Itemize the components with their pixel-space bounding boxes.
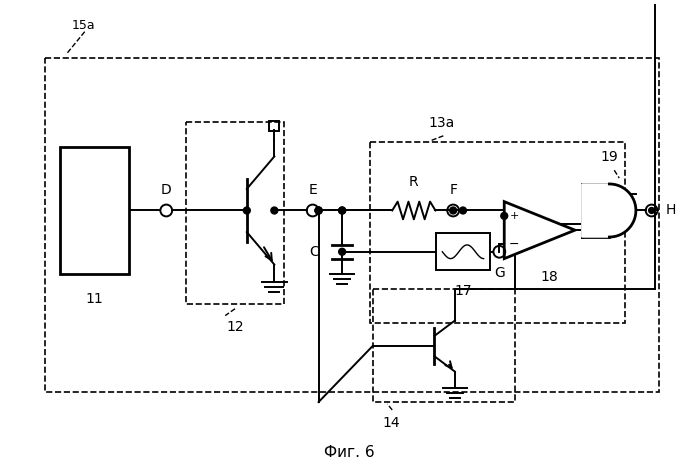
- Circle shape: [315, 207, 322, 214]
- Bar: [370, 142, 625, 324]
- Text: 13a: 13a: [428, 116, 455, 130]
- Polygon shape: [582, 184, 636, 237]
- Bar: [45, 58, 659, 392]
- Text: D: D: [161, 183, 172, 197]
- Text: E: E: [308, 183, 317, 197]
- Text: 11: 11: [86, 292, 103, 306]
- Circle shape: [271, 207, 278, 214]
- Bar: [186, 122, 284, 304]
- Circle shape: [315, 207, 322, 214]
- Circle shape: [500, 212, 507, 219]
- Bar: [436, 233, 489, 270]
- Text: 12: 12: [226, 319, 244, 334]
- Circle shape: [339, 248, 345, 255]
- Text: −: −: [509, 238, 519, 251]
- Text: H: H: [665, 204, 676, 218]
- Text: 15a: 15a: [72, 20, 96, 32]
- Text: G: G: [494, 266, 505, 279]
- Bar: [373, 289, 515, 402]
- Circle shape: [649, 208, 654, 213]
- Text: 17: 17: [454, 284, 472, 298]
- Circle shape: [243, 207, 250, 214]
- Polygon shape: [504, 202, 575, 258]
- Text: 18: 18: [540, 270, 559, 285]
- Text: Фиг. 6: Фиг. 6: [324, 445, 375, 460]
- Circle shape: [315, 207, 322, 214]
- Text: R: R: [409, 175, 419, 189]
- Circle shape: [339, 207, 345, 214]
- Text: F: F: [449, 183, 457, 197]
- Bar: [60, 147, 129, 274]
- Circle shape: [339, 207, 345, 214]
- Text: 19: 19: [600, 150, 618, 164]
- Text: C: C: [309, 245, 319, 259]
- Circle shape: [449, 207, 456, 214]
- Bar: [269, 121, 280, 131]
- Text: +: +: [510, 211, 519, 221]
- Circle shape: [459, 207, 466, 214]
- Text: 14: 14: [382, 416, 400, 430]
